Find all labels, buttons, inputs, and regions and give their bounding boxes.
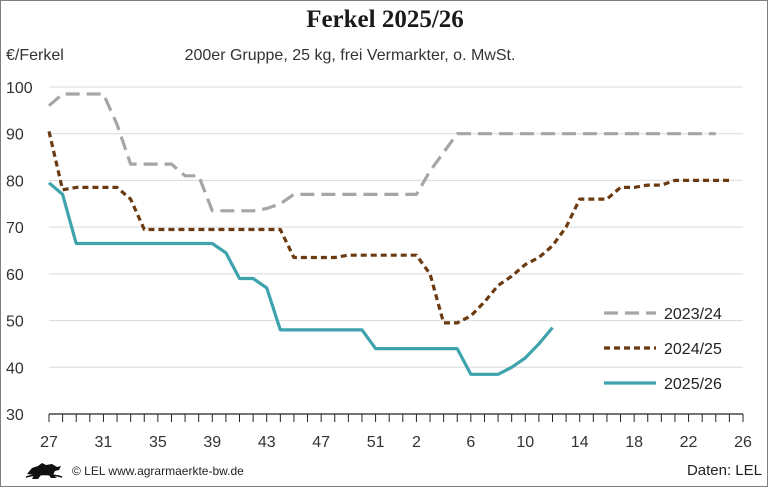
x-tick-label: 51 [367, 434, 385, 451]
legend-label: 2024/25 [664, 341, 722, 358]
x-tick-label: 27 [40, 434, 58, 451]
x-tick-label: 39 [203, 434, 221, 451]
chart-subtitle: 200er Gruppe, 25 kg, frei Vermarkter, o.… [184, 47, 516, 64]
x-tick-label: 18 [625, 434, 643, 451]
y-tick-label: 100 [6, 80, 33, 97]
series-lines [47, 92, 730, 376]
x-tick-label: 35 [149, 434, 167, 451]
footer-data-credit: Daten: LEL [686, 462, 762, 479]
x-tick-label: 43 [258, 434, 276, 451]
x-tick-label: 6 [466, 434, 475, 451]
y-tick-label: 30 [6, 407, 24, 424]
gridlines [49, 86, 743, 368]
footer-source: © LEL www.agrarmaerkte-bw.de [72, 464, 244, 478]
series-line-2023-24 [47, 92, 716, 213]
y-tick-label: 50 [6, 314, 24, 331]
x-tick-label: 31 [95, 434, 113, 451]
y-tick-label: 90 [6, 127, 24, 144]
series-line-2024-25 [47, 131, 730, 325]
series-line-2025-26 [47, 181, 554, 376]
y-tick-label: 70 [6, 220, 24, 237]
lion-logo-icon [25, 463, 63, 479]
x-tick-label: 47 [312, 434, 330, 451]
x-tick-label: 10 [516, 434, 534, 451]
x-tick-label: 22 [680, 434, 698, 451]
legend-label: 2025/26 [664, 376, 722, 393]
chart-title: Ferkel 2025/26 [306, 6, 464, 33]
y-tick-label: 60 [6, 267, 24, 284]
legend-label: 2023/24 [664, 306, 722, 323]
y-axis-label: €/Ferkel [6, 47, 64, 64]
x-tick-label: 14 [571, 434, 589, 451]
y-tick-label: 40 [6, 360, 24, 377]
y-tick-label: 80 [6, 173, 24, 190]
legend: 2023/24 2024/25 2025/26 [604, 306, 722, 393]
x-tick-label: 2 [412, 434, 421, 451]
x-tick-label: 26 [734, 434, 752, 451]
